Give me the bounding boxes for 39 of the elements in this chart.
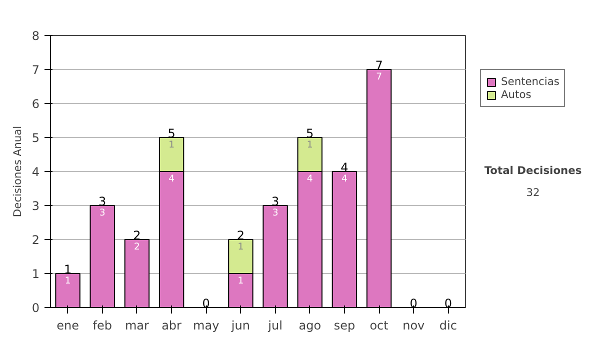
x-tick-label: dic xyxy=(439,318,457,332)
y-tick-label: 2 xyxy=(32,233,40,247)
data-label: 1 xyxy=(64,276,71,286)
y-axis-title: Decisiones Anual xyxy=(10,126,24,218)
legend-label: Autos xyxy=(501,88,532,101)
data-label: 1 xyxy=(238,242,244,252)
x-tick-label: mar xyxy=(124,318,150,332)
data-label: 1 xyxy=(238,276,244,286)
data-label: 3 xyxy=(99,208,106,218)
data-label: 4 xyxy=(306,174,313,184)
x-tick-label: feb xyxy=(92,318,112,332)
data-label: 2 xyxy=(134,242,140,252)
data-label: 1 xyxy=(306,140,313,150)
x-tick-label: ago xyxy=(298,318,322,332)
data-label: 4 xyxy=(341,174,348,184)
data-label: 1 xyxy=(168,140,175,150)
text: 32 xyxy=(526,186,540,199)
y-tick-label: 4 xyxy=(32,165,40,179)
y-tick-label: 8 xyxy=(32,29,40,43)
y-tick-label: 1 xyxy=(32,267,40,281)
x-tick-label: jun xyxy=(230,318,250,332)
y-tick-label: 3 xyxy=(32,199,40,213)
x-tick-label: nov xyxy=(402,318,425,332)
legend-label: Sentencias xyxy=(501,75,560,88)
x-tick-label: may xyxy=(193,318,220,332)
data-label: 4 xyxy=(168,174,175,184)
y-tick-label: 7 xyxy=(32,63,40,77)
x-tick-label: ene xyxy=(56,318,79,332)
y-tick-label: 0 xyxy=(32,301,40,315)
x-tick-label: jul xyxy=(267,318,282,332)
x-tick-label: sep xyxy=(334,318,356,332)
total-label: 4 xyxy=(340,160,348,174)
x-tick-label: abr xyxy=(162,318,182,332)
x-tick-label: oct xyxy=(370,318,389,332)
text: Total Decisiones xyxy=(484,164,582,177)
y-tick-label: 5 xyxy=(32,131,40,145)
y-tick-label: 6 xyxy=(32,97,40,111)
data-label: 3 xyxy=(272,208,278,218)
data-label: 7 xyxy=(376,72,382,82)
